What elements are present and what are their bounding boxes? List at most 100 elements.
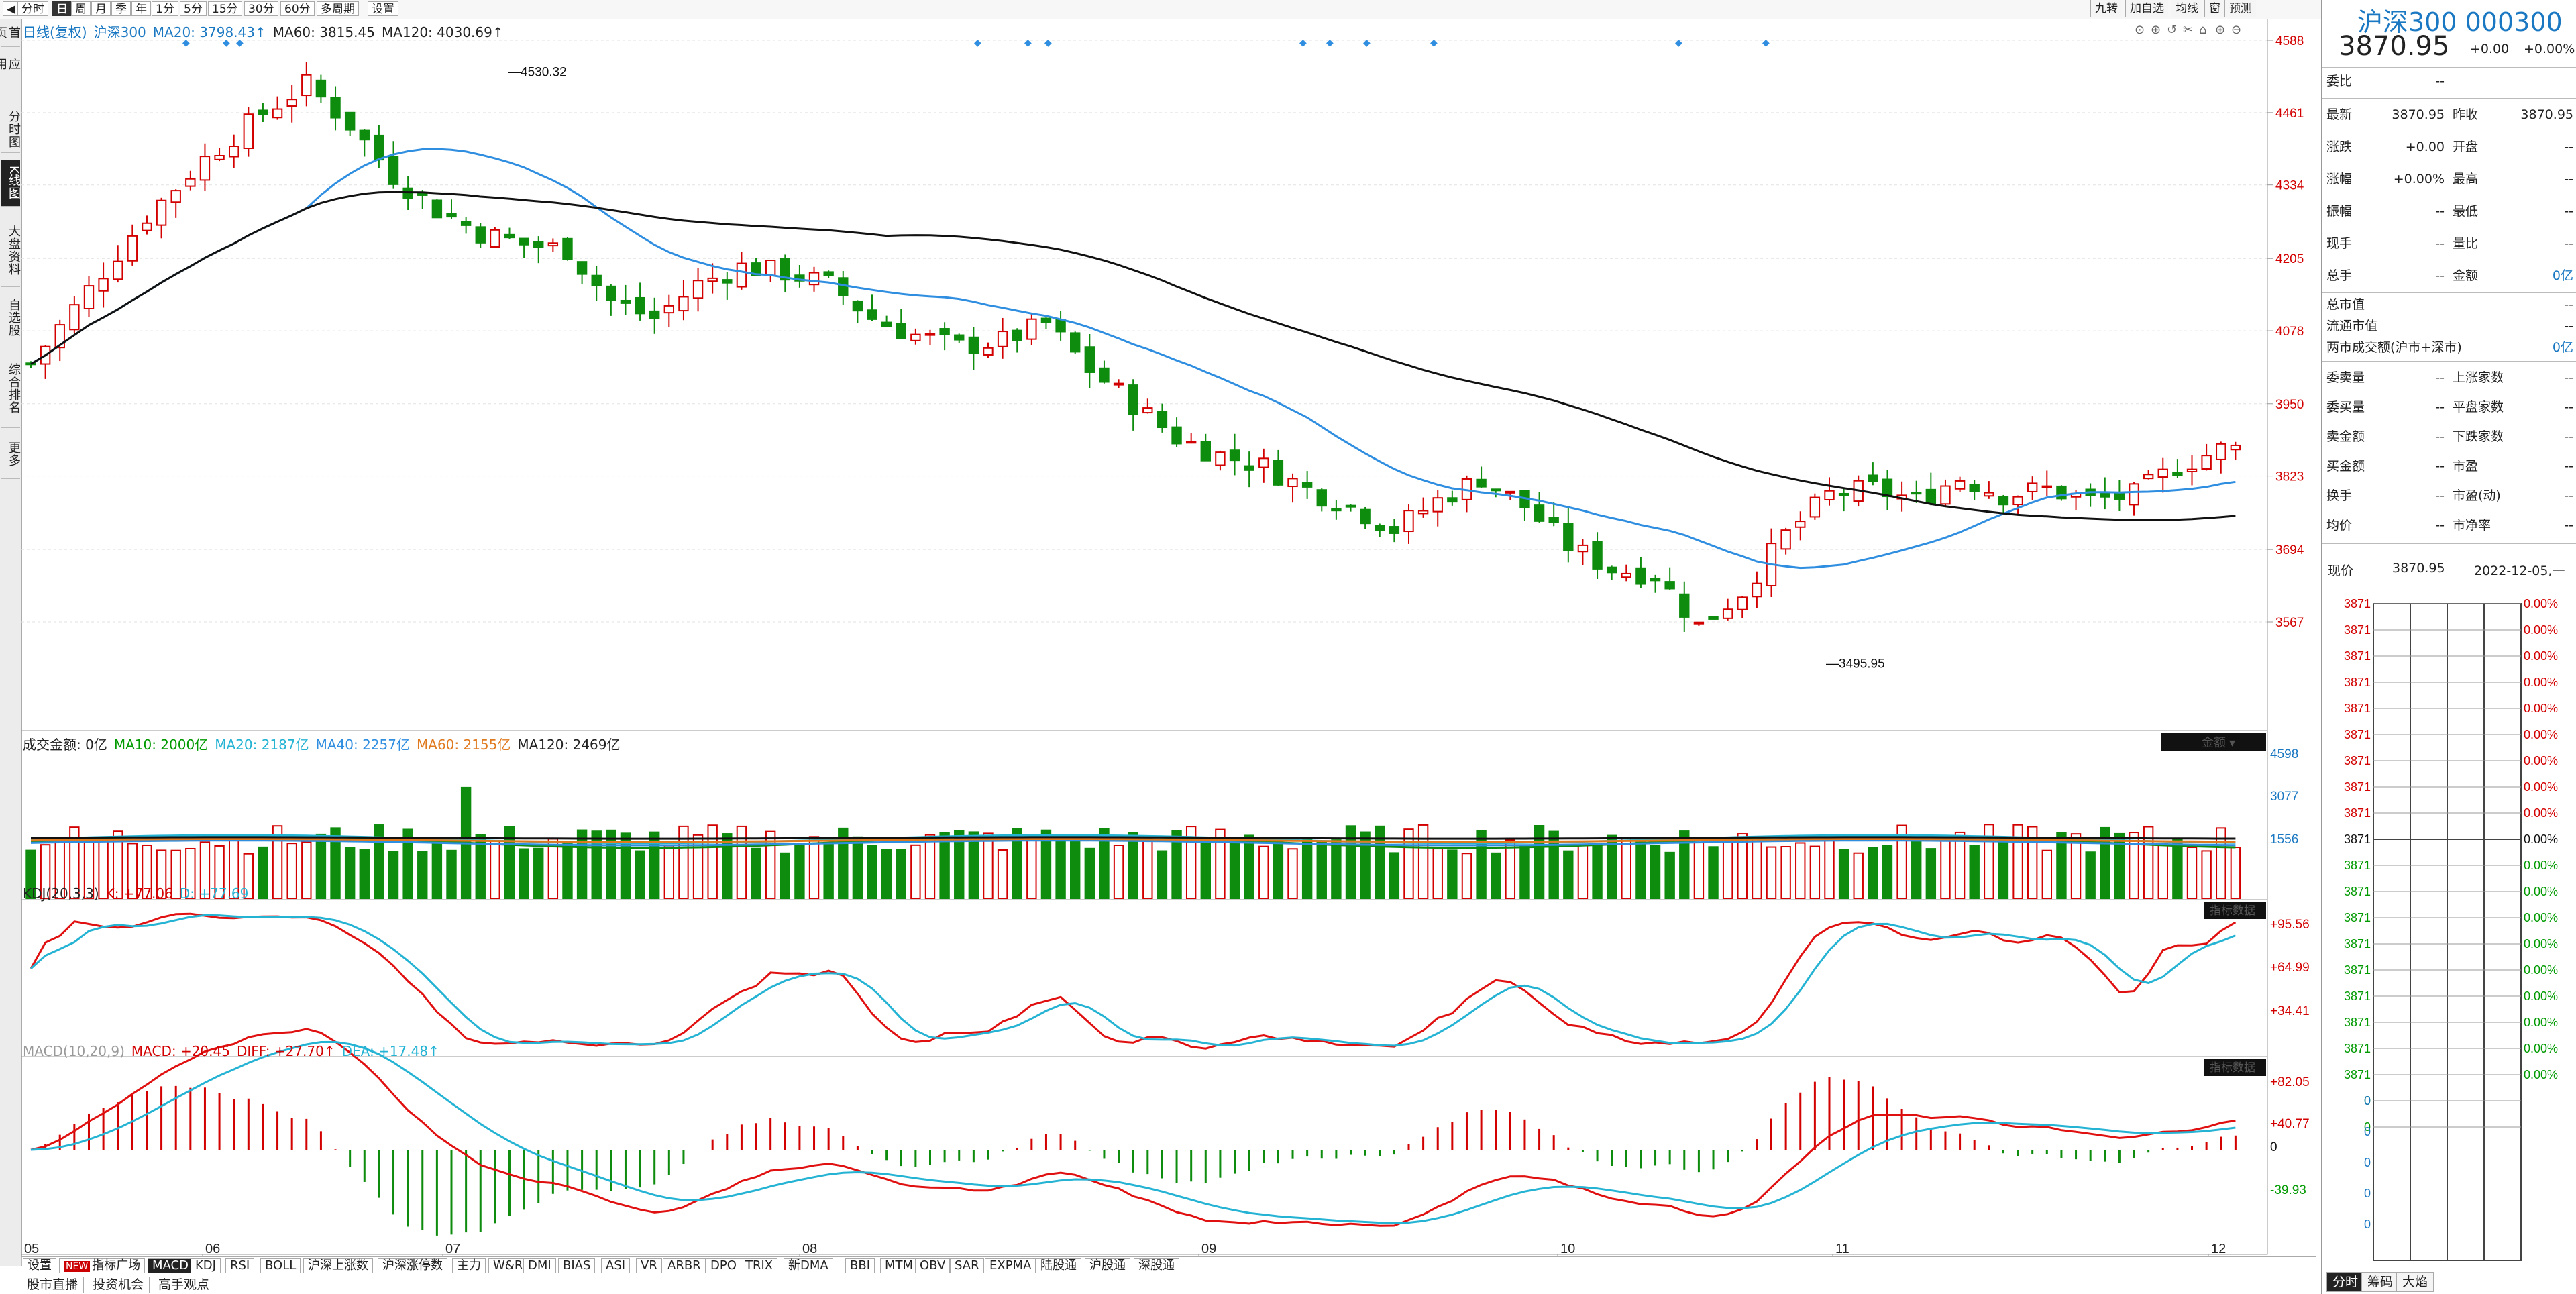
mini-pct-label: 0.00% [2524, 989, 2558, 1003]
tab-15min[interactable]: 15分 [208, 1, 242, 16]
nav-apps[interactable]: 应用 [0, 48, 21, 80]
kline-chart-area[interactable]: 4588 4461 4334 4205 4078 3950 3823 3694 3567 —453… [21, 19, 2321, 1256]
volume-bar [1752, 837, 1762, 900]
tab-60min[interactable]: 60分 [280, 1, 315, 16]
news-expert[interactable]: 高手观点 [153, 1277, 216, 1293]
quote-k: 最新 [2326, 107, 2353, 122]
indicator-tab-11[interactable]: BIAS [558, 1258, 596, 1273]
volume-bar [1476, 829, 1487, 900]
candle-body [2100, 492, 2110, 498]
indicator-tab-16[interactable]: TRIX [741, 1258, 778, 1273]
candle-body [1200, 441, 1211, 462]
mini-price-label: 3871 [2344, 1016, 2371, 1029]
indicator-tab-3[interactable]: KDJ [191, 1258, 221, 1273]
indicator-tab-20[interactable]: OBV [915, 1258, 951, 1273]
indicator-tab-2[interactable]: MACD [148, 1258, 193, 1273]
panel-tab-0[interactable]: 分时 [2326, 1272, 2365, 1292]
volume-bar [402, 828, 413, 899]
indicator-tab-4[interactable]: RSI [225, 1258, 255, 1273]
macd-dea: DEA: +17.48↑ [341, 1043, 439, 1059]
quote-k: 总手 [2326, 268, 2353, 283]
tool-jiuzhuan[interactable]: 九转 [2090, 0, 2122, 17]
candle-body [1563, 523, 1574, 551]
indicator-tab-1[interactable]: NEW 指标广场 [59, 1258, 146, 1273]
mini-price-label: 3871 [2344, 597, 2371, 610]
volume-tag-bg [2161, 733, 2266, 751]
panel-tab-2[interactable]: 大焰 [2396, 1272, 2434, 1292]
indicator-tab-18[interactable]: BBI [845, 1258, 875, 1273]
tab-quarterly[interactable]: 季 [111, 1, 131, 16]
indicator-tab-12[interactable]: ASI [601, 1258, 631, 1273]
candle-body [2186, 468, 2198, 473]
candle-body [707, 277, 718, 282]
candle-body [954, 334, 965, 341]
tab-monthly[interactable]: 月 [91, 1, 111, 16]
candle-body [1577, 544, 1589, 553]
indicator-tab-7[interactable]: 沪深涨停数 [378, 1258, 447, 1273]
tool-window[interactable]: 窗 [2204, 0, 2224, 17]
tab-fenshi[interactable]: 分时 [17, 1, 48, 16]
indicator-tab-24[interactable]: 沪股通 [1085, 1258, 1130, 1273]
nav-more[interactable]: 更多 [1, 429, 21, 479]
tool-add-watchlist[interactable]: 加自选 [2125, 0, 2168, 17]
volume-bar [1592, 845, 1603, 899]
nav-ranking[interactable]: 综合排名 [1, 349, 21, 428]
news-live[interactable]: 股市直播 [21, 1277, 85, 1293]
volume-bar [2114, 832, 2125, 900]
indicator-tab-9[interactable]: W&R [488, 1258, 528, 1273]
tab-settings[interactable]: 设置 [368, 1, 398, 16]
panel-tab-1[interactable]: 筹码 [2361, 1272, 2400, 1292]
candle-body [1287, 478, 1298, 488]
volume-bar [1200, 841, 1211, 899]
tool-forecast[interactable]: 预测 [2224, 0, 2256, 17]
tab-multi-period[interactable]: 多周期 [317, 1, 359, 16]
tab-daily[interactable]: 日 [52, 1, 72, 16]
volume-bar [1360, 831, 1371, 899]
tab-1min[interactable]: 1分 [152, 1, 178, 16]
nav-fenshi[interactable]: 分时图 [1, 106, 21, 153]
candle-body [968, 336, 979, 354]
indicator-tab-13[interactable]: VR [636, 1258, 662, 1273]
nav-kline[interactable]: K线图 [1, 160, 21, 207]
volume-y-label: 1556 [2270, 832, 2298, 847]
macd-y-label: -39.93 [2270, 1183, 2306, 1197]
volume-bar [1258, 845, 1269, 899]
indicator-tab-6[interactable]: 沪深上涨数 [303, 1258, 373, 1273]
mini-fenshi-chart: 3871 0.00% 3871 0.00% 3871 0.00% 3871 0.00% 3871… [2344, 597, 2558, 1261]
kdj-d-line [30, 914, 2236, 1047]
market-k: 换手 [2326, 488, 2353, 503]
candle-body [1868, 474, 1878, 482]
indicator-tab-21[interactable]: SAR [950, 1258, 984, 1273]
indicator-tab-15[interactable]: DPO [706, 1258, 741, 1273]
kline-y-label: 4205 [2275, 252, 2304, 266]
indicator-tab-0[interactable]: 设置 [23, 1258, 56, 1273]
candle-body [1055, 319, 1066, 333]
mini-pct-label: 0.00% [2524, 702, 2558, 715]
indicator-tab-5[interactable]: BOLL [260, 1258, 301, 1273]
volume-bar [1070, 836, 1081, 900]
indicator-tab-10[interactable]: DMI [523, 1258, 556, 1273]
tab-5min[interactable]: 5分 [180, 1, 207, 16]
indicator-tab-17[interactable]: 新DMA [784, 1258, 833, 1273]
mini-price-label: 3871 [2344, 780, 2371, 794]
indicator-tab-23[interactable]: 陆股通 [1036, 1258, 1081, 1273]
indicator-tab-14[interactable]: ARBR [663, 1258, 706, 1273]
nav-watchlist[interactable]: 自选股 [1, 288, 21, 347]
tab-30min[interactable]: 30分 [244, 1, 278, 16]
news-opportunity[interactable]: 投资机会 [87, 1277, 150, 1293]
volume-bar [1577, 843, 1589, 900]
candle-body [751, 262, 761, 276]
volume-bar [1084, 847, 1095, 899]
nav-market-info[interactable]: 大盘资料 [1, 213, 21, 287]
tab-yearly[interactable]: 年 [131, 1, 151, 16]
indicator-tab-22[interactable]: EXPMA [985, 1258, 1036, 1273]
nav-home[interactable]: 首页 [0, 19, 21, 47]
indicator-tab-8[interactable]: 主力 [452, 1258, 486, 1273]
tab-weekly[interactable]: 周 [71, 1, 91, 16]
indicator-tab-25[interactable]: 深股通 [1134, 1258, 1179, 1273]
candle-body [1606, 566, 1617, 574]
tool-ma[interactable]: 均线 [2171, 0, 2202, 17]
indicator-tab-19[interactable]: MTM [880, 1258, 918, 1273]
volume-bar [170, 849, 181, 899]
candle-body [692, 280, 704, 299]
